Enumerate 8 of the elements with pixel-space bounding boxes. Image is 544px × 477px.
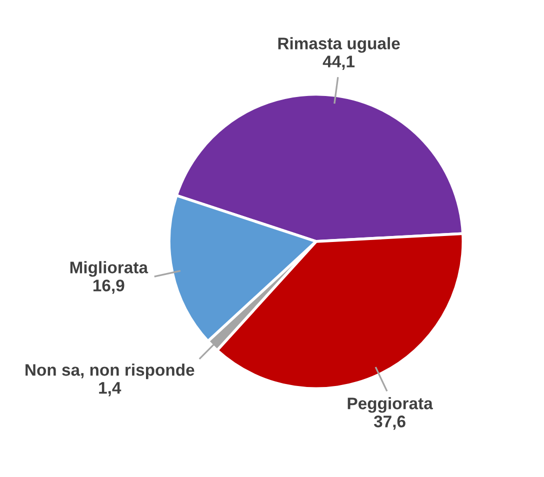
slice-label: Non sa, non risponde — [26, 364, 194, 380]
slice-label: Peggiorata — [348, 397, 433, 413]
data-label: 16,9 — [93, 280, 124, 294]
data-label: 1,4 — [99, 382, 122, 396]
slice-label: Rimasta uguale — [278, 37, 400, 53]
slice-label: Migliorata — [70, 261, 148, 277]
data-label: 37,6 — [374, 416, 406, 430]
data-label: 44,1 — [322, 56, 355, 70]
